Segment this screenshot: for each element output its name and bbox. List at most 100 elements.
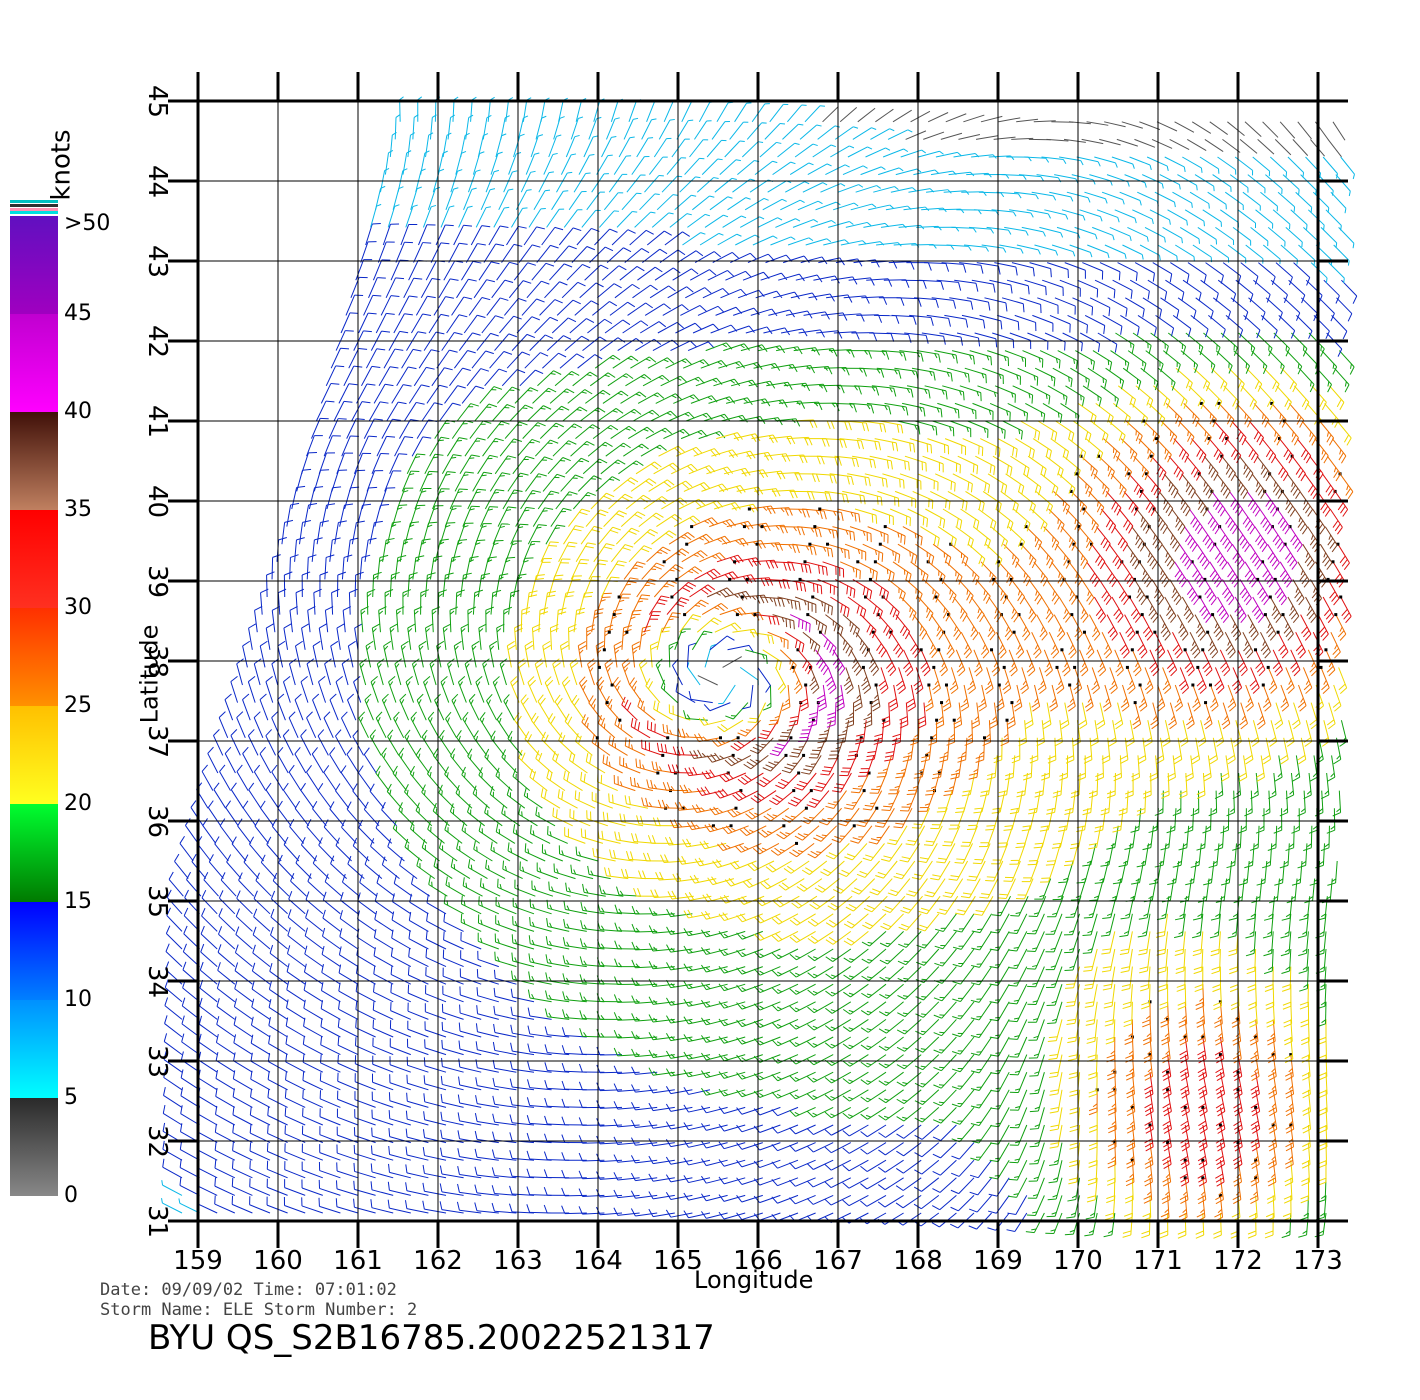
wind-barb: [440, 676, 450, 703]
wind-barb: [736, 1071, 763, 1080]
wind-barb: [841, 367, 867, 377]
rain-flag-marker: [792, 789, 796, 793]
wind-barb: [701, 483, 729, 493]
wind-barb: [399, 419, 419, 439]
wind-barb: [372, 1055, 394, 1073]
wind-barb: [619, 756, 641, 774]
wind-barb: [1025, 526, 1043, 551]
colorbar-segment: [10, 902, 58, 1000]
wind-barb: [700, 1211, 728, 1219]
wind-barb: [831, 402, 857, 413]
wind-barb: [535, 806, 556, 827]
wind-barb: [578, 1117, 605, 1126]
wind-barb: [1044, 209, 1069, 220]
wind-barb: [1126, 1089, 1136, 1116]
wind-barb: [666, 157, 687, 175]
wind-barb: [642, 852, 669, 862]
wind-barb: [370, 1145, 394, 1161]
wind-barb: [1279, 121, 1296, 139]
wind-barb: [408, 930, 429, 950]
wind-barb: [1027, 1177, 1045, 1199]
wind-barb: [1338, 227, 1355, 249]
wind-barb: [385, 277, 405, 299]
wind-barb: [1231, 420, 1247, 446]
wind-barb: [253, 711, 264, 738]
wind-barb: [971, 702, 980, 729]
wind-barb: [542, 640, 552, 668]
wind-barb: [1261, 790, 1271, 817]
wind-barb: [806, 1089, 834, 1101]
wind-barb: [242, 640, 251, 668]
wind-barb: [1107, 1089, 1117, 1116]
wind-barb: [1322, 156, 1339, 179]
wind-barb: [983, 614, 996, 641]
wind-barb: [1009, 209, 1034, 218]
wind-barb: [933, 1089, 957, 1107]
wind-barb: [1281, 896, 1293, 921]
wind-barb: [877, 490, 900, 507]
wind-barb: [199, 997, 218, 1020]
wind-barb: [648, 1014, 675, 1023]
wind-barb: [410, 875, 431, 897]
wind-barb: [1319, 420, 1335, 446]
wind-barb: [804, 105, 826, 123]
wind-barb: [879, 420, 904, 434]
wind-barb: [467, 606, 476, 633]
wind-barb: [503, 170, 518, 193]
wind-barb: [492, 1077, 517, 1091]
wind-barb: [621, 192, 642, 211]
wind-barb: [966, 860, 986, 882]
colorbar-cap-strip: [10, 204, 58, 207]
wind-barb: [319, 1144, 341, 1161]
wind-barb: [578, 1099, 605, 1109]
rain-flag-marker: [1055, 665, 1059, 669]
wind-barb: [616, 211, 638, 228]
wind-barb: [621, 658, 631, 686]
wind-barb: [938, 649, 948, 677]
wind-barb: [329, 801, 345, 827]
wind-barb: [578, 1170, 605, 1180]
wind-barb: [303, 1017, 324, 1038]
wind-barb: [1008, 1159, 1028, 1181]
wind-barb: [330, 347, 350, 369]
wind-barb: [583, 135, 599, 158]
wind-barb: [317, 729, 329, 756]
wind-barb: [1285, 1107, 1295, 1134]
wind-barb: [302, 1107, 323, 1126]
colorbar-segment: [10, 706, 58, 804]
lon-tick-label: 160: [253, 1246, 303, 1276]
wind-barb: [485, 859, 506, 880]
wind-barb: [803, 311, 830, 320]
wind-barb: [1008, 913, 1028, 935]
wind-barb: [530, 574, 545, 598]
wind-barb: [506, 786, 526, 809]
wind-barb: [987, 473, 1008, 494]
wind-barb: [272, 872, 290, 897]
wind-barb: [561, 1098, 587, 1108]
wind-barb: [850, 825, 873, 844]
wind-barb: [507, 730, 523, 756]
wind-barb: [858, 755, 875, 777]
wind-barb: [869, 332, 895, 342]
wind-barb: [895, 667, 906, 695]
wind-barb: [681, 100, 697, 123]
wind-barb: [862, 843, 885, 862]
wind-barb: [453, 350, 476, 369]
wind-barb: [1198, 1107, 1208, 1134]
wind-barb: [1078, 526, 1094, 552]
wind-barb: [320, 1018, 341, 1038]
wind-barb: [1132, 332, 1152, 354]
wind-barb: [1088, 1124, 1098, 1151]
wind-barb: [1016, 244, 1041, 255]
wind-barb: [438, 729, 452, 756]
wind-barb: [787, 561, 812, 574]
wind-barb: [824, 1159, 852, 1171]
wind-barb: [456, 278, 477, 299]
wind-barb: [648, 1120, 675, 1129]
wind-barb: [379, 167, 390, 193]
wind-barb: [1065, 385, 1085, 406]
wind-barb: [605, 117, 620, 140]
wind-barb: [509, 1114, 535, 1126]
wind-barb: [266, 571, 275, 598]
wind-barb: [645, 678, 661, 703]
